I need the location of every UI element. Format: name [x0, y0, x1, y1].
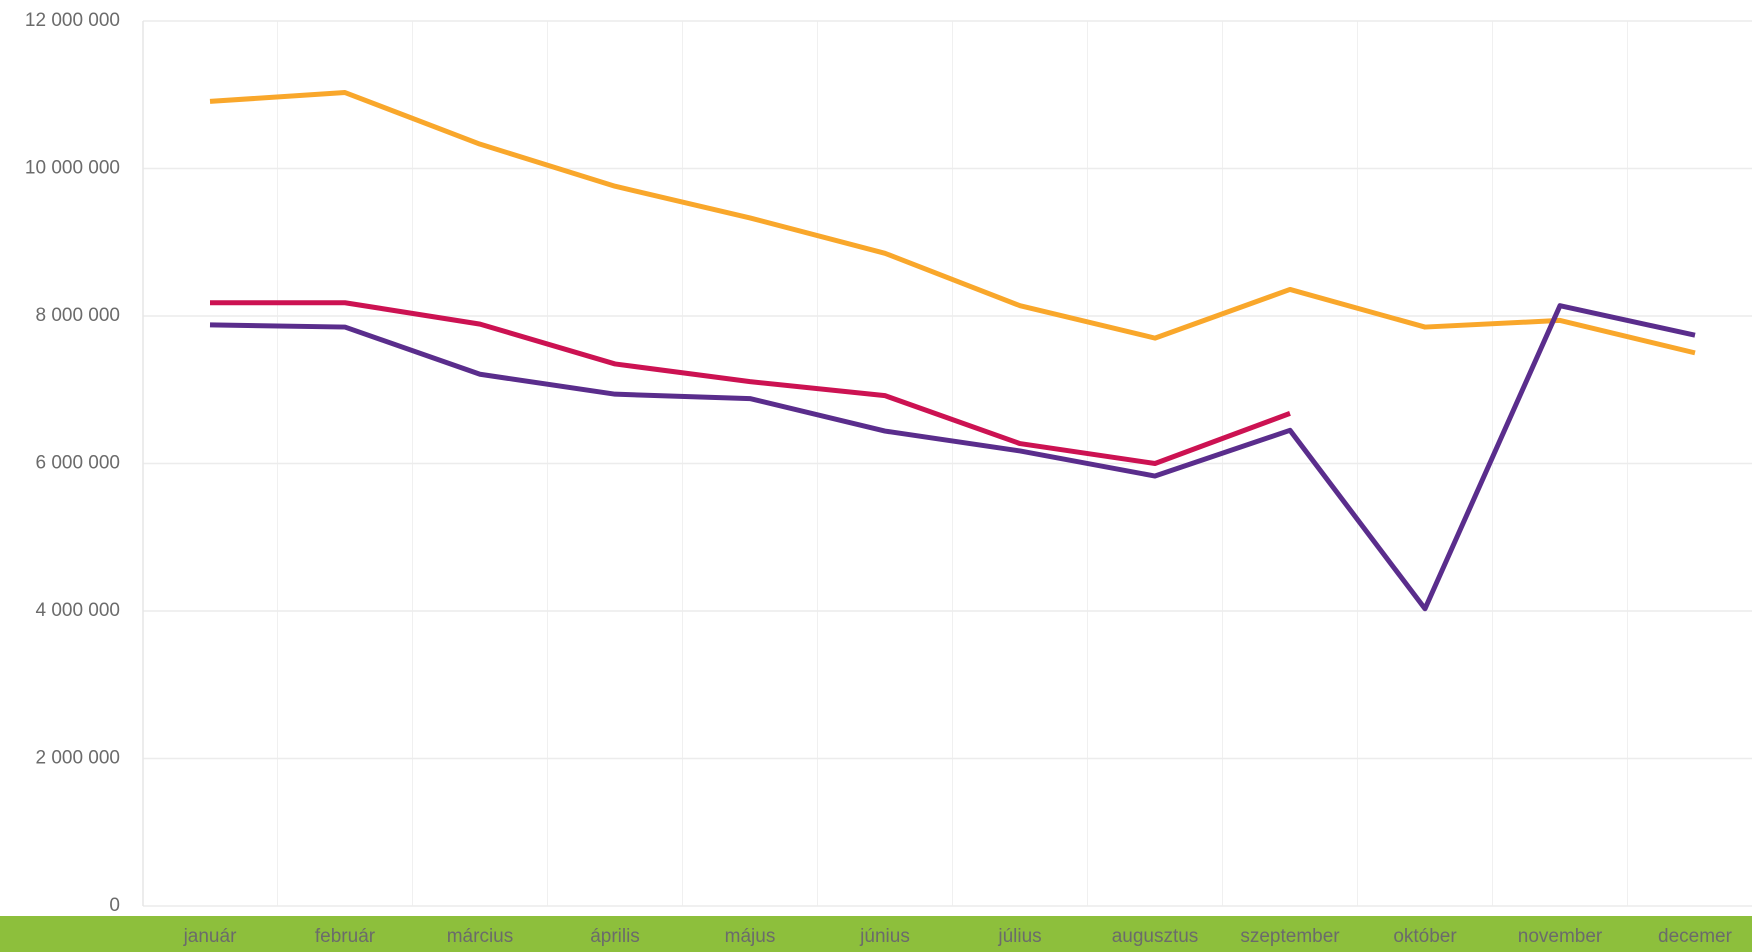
x-tick-label: július	[997, 926, 1041, 947]
x-tick-label: március	[447, 926, 514, 947]
x-tick-label: április	[590, 926, 640, 947]
y-tick-label: 2 000 000	[35, 748, 120, 769]
x-tick-label: január	[183, 926, 237, 947]
x-tick-label: szeptember	[1240, 926, 1340, 947]
footer-band	[0, 916, 1752, 952]
series-line	[209, 90, 1696, 356]
x-tick-label: decemer	[1658, 926, 1733, 947]
x-tick-label: február	[315, 926, 376, 947]
y-tick-label: 4 000 000	[35, 600, 120, 621]
y-tick-label: 12 000 000	[25, 10, 120, 31]
x-tick-label: augusztus	[1112, 926, 1199, 947]
x-tick-label: május	[725, 926, 776, 947]
x-tick-label: június	[859, 926, 910, 947]
x-tick-label: november	[1518, 926, 1603, 947]
series-line	[210, 300, 1291, 466]
y-tick-label: 10 000 000	[25, 158, 120, 179]
y-tick-label: 8 000 000	[35, 305, 120, 326]
y-tick-label: 0	[109, 895, 120, 916]
y-tick-label: 6 000 000	[35, 453, 120, 474]
x-tick-label: október	[1393, 926, 1457, 947]
series-line	[209, 303, 1696, 612]
